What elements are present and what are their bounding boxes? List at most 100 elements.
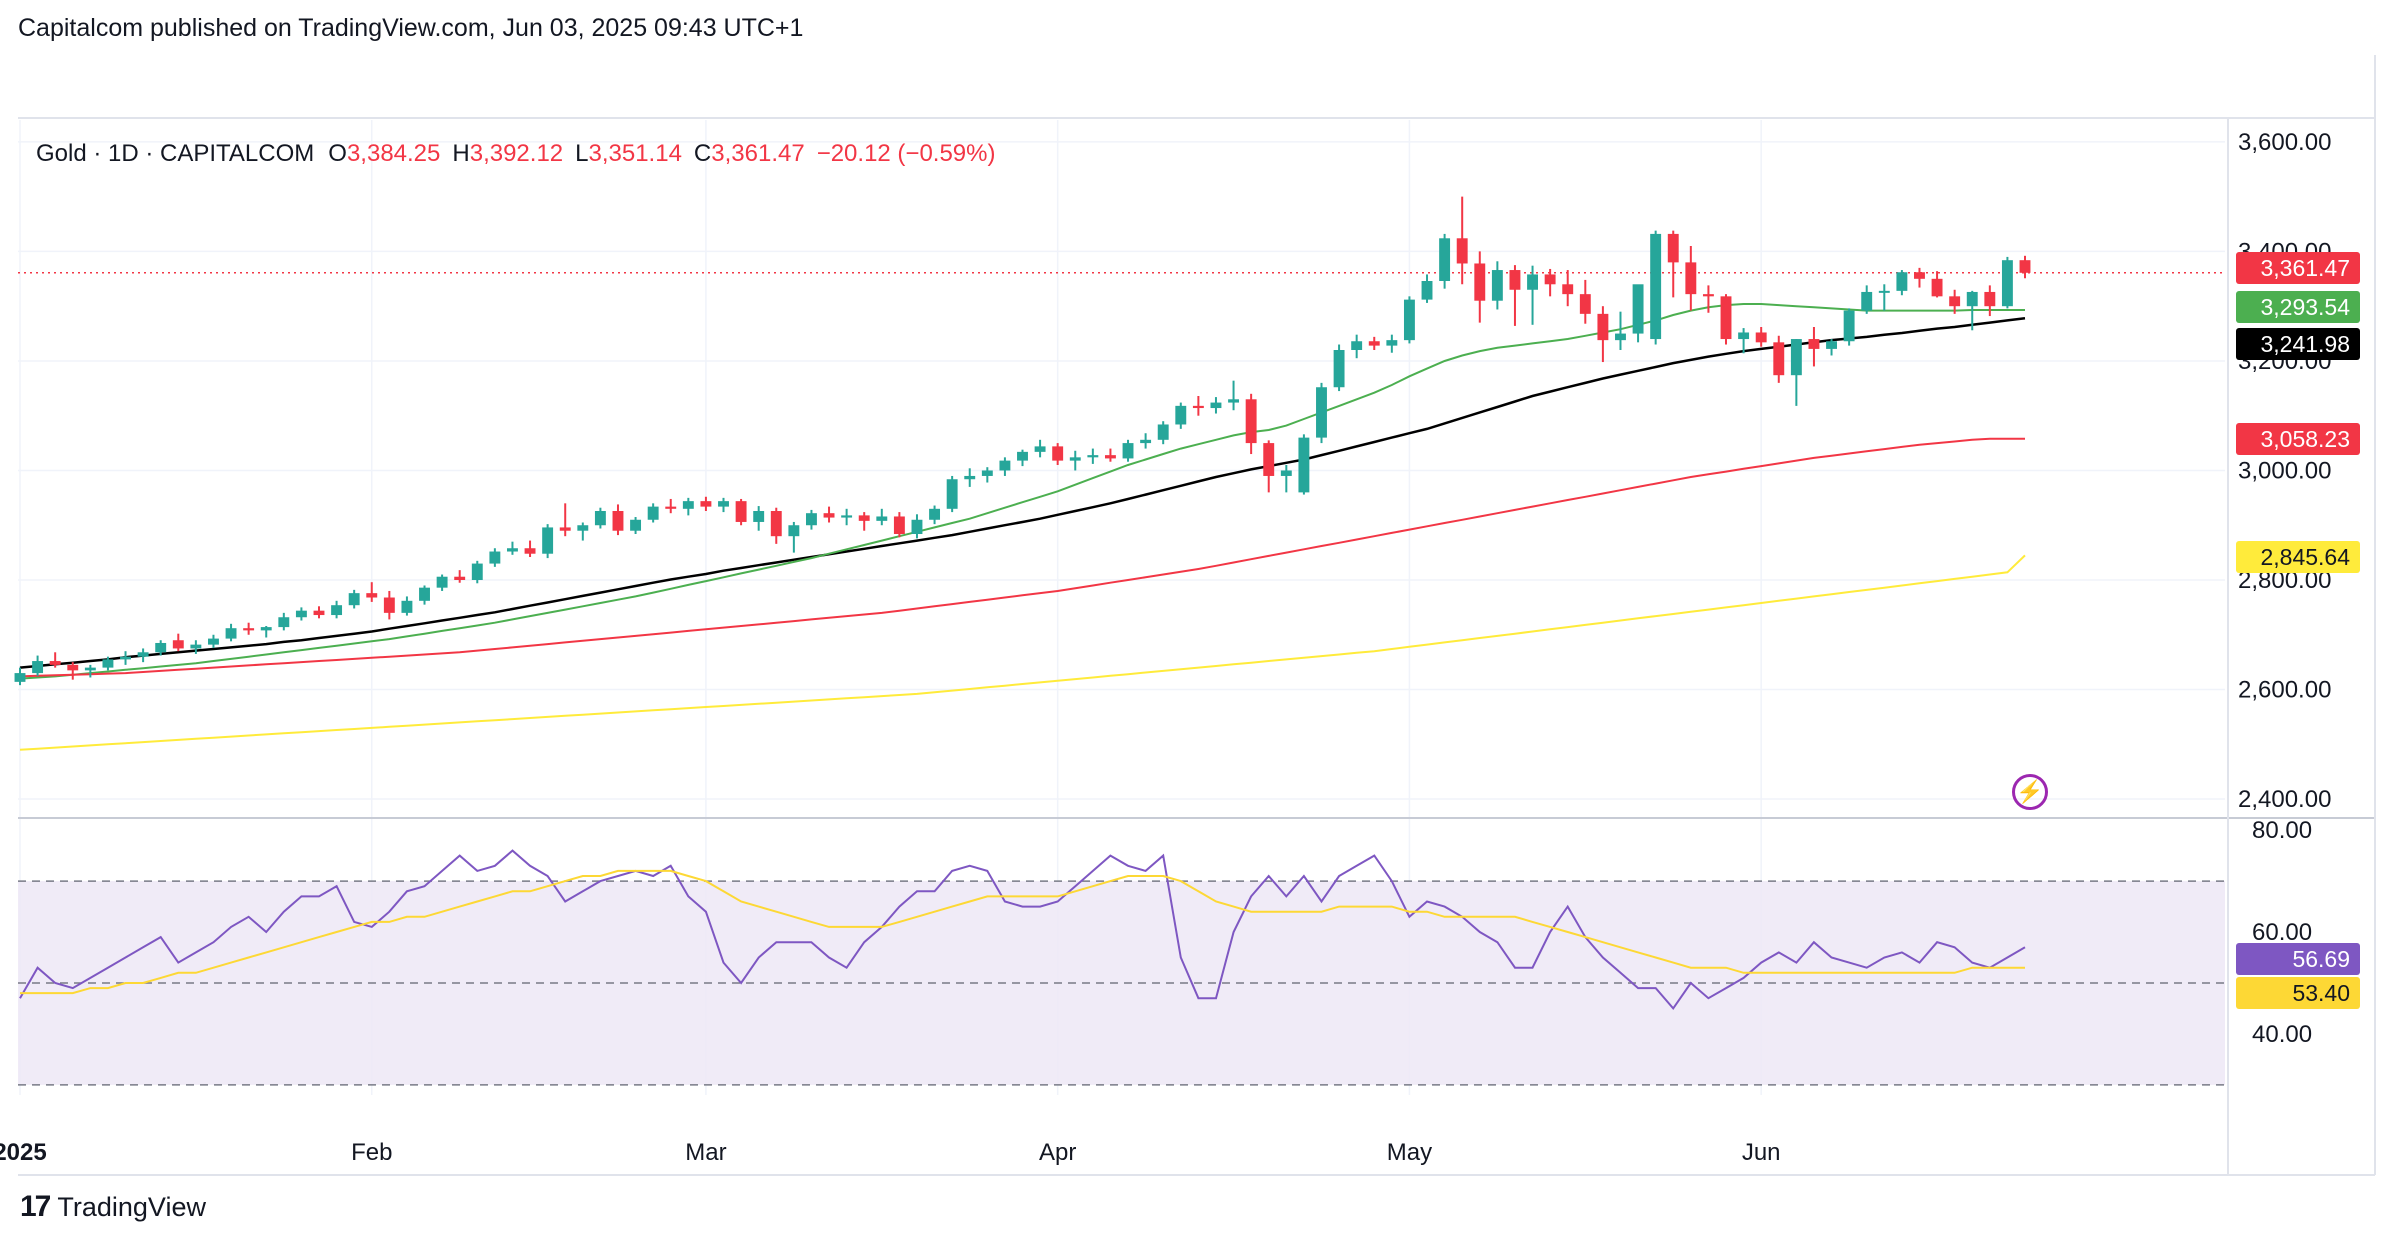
candle-body [155,642,167,653]
candle-body [1896,272,1908,291]
candle-body [1316,387,1327,438]
candle-body [348,593,360,606]
candle-body [1685,262,1697,295]
candle-body [1527,274,1538,290]
candle-body [2001,260,2013,307]
candle-body [243,628,255,631]
candle-body [1755,332,1767,343]
candle-body [471,563,483,580]
candle-body [805,513,817,526]
candle-body [964,475,976,480]
candle-body [1298,437,1310,493]
candle-body [1615,333,1626,341]
candle-body [1069,457,1081,461]
candle-body [190,644,202,649]
candle-body [682,501,694,509]
ma200-tag: 2,845.64 [2236,541,2360,573]
ma50-tag: 3,241.98 [2236,328,2360,360]
candle-body [999,460,1011,471]
candle-body [665,506,677,509]
candle-body [1386,340,1398,346]
tradingview-logo[interactable]: 17 TradingView [20,1190,206,1224]
axes: 2,400.002,600.002,800.003,000.003,200.00… [0,55,2376,1176]
candle-body [49,661,61,665]
tradingview-brand: TradingView [57,1191,206,1222]
candle-body [1650,233,1662,340]
candle-body [1403,299,1415,341]
candle-body [524,548,536,554]
publisher-line: Capitalcom published on TradingView.com,… [18,14,804,42]
legend-symbol: Gold · 1D · CAPITALCOM [36,140,315,167]
time-axis-tick: May [1387,1139,1432,1166]
candle-body [841,515,853,518]
candle-body [1826,341,1837,349]
candle-body [102,659,114,668]
candle-body [1720,296,1732,340]
candle-body [1667,233,1679,263]
candle-body [14,673,26,682]
candle-body [1351,341,1363,350]
candle-body [208,638,219,645]
candle-body [981,470,993,476]
candle-body [32,661,44,674]
candle-body [1122,443,1134,459]
legend-low-label: L [575,140,589,167]
candle-body [1210,402,1222,409]
candle-body [1632,284,1644,334]
candle-body [823,513,835,518]
candle-body [1861,291,1873,311]
time-axis-tick: Jun [1742,1139,1781,1166]
ma20-line [19,303,2025,680]
rsi-ma-line [20,869,2025,995]
rsi-axis-tick: 40.00 [2252,1021,2312,1048]
candle-body [383,597,395,613]
legend-close-value: 3,361.47 [711,140,805,167]
candle-body [507,548,518,552]
time-axis-tick: Mar [685,1139,726,1166]
rsi-line [19,849,2026,1011]
candle-body [295,610,307,618]
candle-body [137,652,149,657]
legend-high-label: H [452,140,470,167]
candle-body [225,628,237,639]
rsi-ma-tag: 53.40 [2236,977,2360,1009]
candle-body [1966,291,1978,307]
candle-body [647,506,659,520]
legend-open-label: O [328,140,347,167]
ma50-line [19,316,2026,669]
candle-body [1421,281,1433,300]
rsi-axis-tick: 60.00 [2252,919,2312,946]
lightning-bolt-icon[interactable]: ⚡ [2012,774,2048,810]
ma200-line [19,554,2026,751]
candle-body [1491,270,1503,301]
candle-body [577,525,589,531]
candle-body [454,576,466,580]
price-axis-tick: 2,400.00 [2238,786,2331,813]
symbol-legend: Gold · 1D · CAPITALCOM O 3,384.25 H 3,39… [36,140,995,168]
rsi-tag: 56.69 [2236,943,2360,975]
moving-averages [19,303,2026,751]
candle-body [1949,296,1961,307]
candle-body [1439,238,1451,281]
candle-body [1474,263,1486,301]
candle-body [893,516,905,534]
legend-high-value: 3,392.12 [469,140,564,167]
candle-body [67,664,79,671]
candles [14,196,2031,686]
ma100-line [19,437,2025,678]
candle-body [753,511,765,522]
candle-body [1456,238,1468,264]
candle-body [1878,290,1890,293]
candle-body [1228,399,1240,403]
legend-change: −20.12 (−0.59%) [816,140,996,167]
time-axis-tick: 2025 [0,1139,47,1166]
candle-body [929,508,941,520]
candle-body [331,605,343,616]
candle-body [1702,294,1714,297]
candle-body [946,479,958,509]
candle-body [1808,339,1820,349]
candle-body [120,656,131,660]
candle-body [1280,470,1292,476]
tradingview-mark-icon: 17 [20,1190,51,1223]
